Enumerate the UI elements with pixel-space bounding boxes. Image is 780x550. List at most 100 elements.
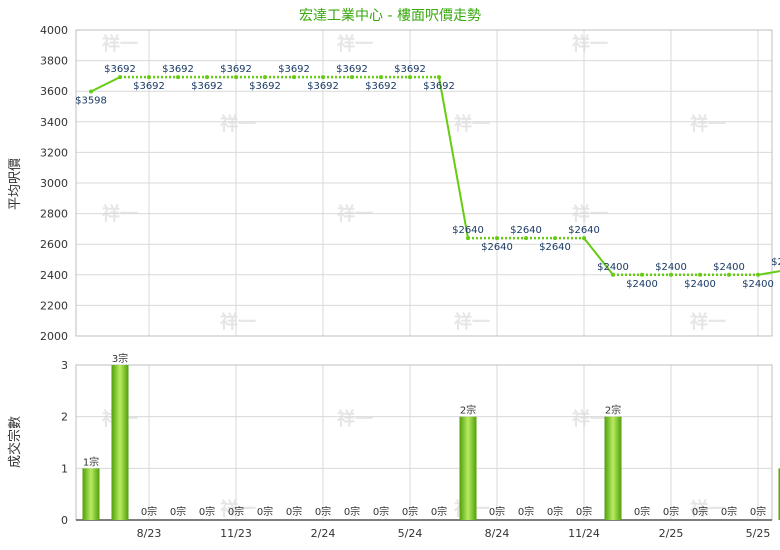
price-point [582,236,586,241]
bar-value-label: 0宗 [576,505,592,518]
price-value-label: $3692 [133,81,165,92]
price-point [350,75,354,80]
watermark-text: 祥一 [337,33,373,55]
price-point [176,75,180,80]
x-tick-label: 2/25 [659,527,684,540]
bar-value-label: 1宗 [83,455,99,468]
price-value-label: $3692 [191,81,223,92]
price-point [611,272,615,277]
price-value-label: $2400 [597,262,629,273]
bar-value-label: 0宗 [344,505,360,518]
bar-value-label: 0宗 [228,505,244,518]
price-tick-label: 3200 [40,146,68,159]
watermark-text: 祥一 [454,113,490,135]
price-point [756,272,760,277]
price-value-label: $2640 [452,225,484,236]
bar-value-label: 0宗 [286,505,302,518]
price-point [524,236,528,241]
price-point [147,75,151,80]
price-value-label: $2400 [655,262,687,273]
bar-value-label: 2宗 [460,404,476,417]
bar-value-label: 0宗 [489,505,505,518]
price-point [640,272,644,277]
count-bar [604,416,622,520]
bar-value-label: 1宗 [779,455,780,468]
bar-value-label: 0宗 [663,505,679,518]
watermark-text: 祥一 [220,311,256,333]
x-tick-label: 11/24 [568,527,600,540]
price-value-label: $3692 [423,81,455,92]
axes: 2000 2200 2400 2600 2800 3000 3200 3400 3600 3800… [40,24,773,540]
price-point [408,75,412,80]
bar-value-label: 0宗 [750,505,766,518]
price-value-label: $3692 [365,81,397,92]
price-point [553,236,557,241]
watermark-text: 祥一 [337,408,373,430]
price-point [263,75,267,80]
bar-value-label: 0宗 [721,505,737,518]
bar-value-label: 0宗 [402,505,418,518]
price-tick-label: 3000 [40,177,68,190]
price-value-label: $3692 [394,64,426,75]
bar-value-label: 0宗 [315,505,331,518]
bar-value-label: 3宗 [112,352,128,365]
price-tick-label: 4000 [40,24,68,37]
price-point [321,75,325,80]
price-value-label: $3692 [278,64,310,75]
price-value-label: $3692 [249,81,281,92]
count-axis-label: 成交宗數 [7,416,23,468]
bar-value-label: 0宗 [257,505,273,518]
count-tick-label: 2 [61,411,68,424]
watermark-text: 祥一 [454,311,490,333]
bar-value-label: 0宗 [141,505,157,518]
watermark-text: 祥一 [572,33,608,55]
count-tick-label: 0 [61,514,68,527]
bar-value-label: 0宗 [170,505,186,518]
price-value-label: $3692 [162,64,194,75]
price-point [292,75,296,80]
price-point [495,236,499,241]
watermark-text: 祥一 [220,498,256,520]
price-line-segment [438,76,469,239]
price-point [205,75,209,80]
price-value-label: $3692 [307,81,339,92]
bar-value-label: 0宗 [373,505,389,518]
count-tick-label: 1 [61,462,68,475]
price-tick-label: 2800 [40,208,68,221]
price-point [234,75,238,80]
count-bar [82,468,100,520]
price-value-label: $2640 [568,225,600,236]
bar-value-label: 0宗 [634,505,650,518]
data-labels: 1宗 3宗 0宗 0宗 0宗 0宗 0宗 0宗 0宗 0宗 0宗 0宗 0宗 2宗 0宗 0宗 0宗 0宗 2宗 0宗… [75,64,780,518]
price-line-segment [757,270,780,276]
price-tick-label: 2000 [40,330,68,343]
watermark-text: 祥一 [690,311,726,333]
bar-value-label: 2宗 [605,404,621,417]
price-value-label: $2640 [539,242,571,253]
price-value-label: $2400 [742,279,774,290]
price-point [727,272,731,277]
x-tick-label: 8/23 [137,527,162,540]
price-plot-frame [75,29,773,337]
price-tick-label: 3600 [40,85,68,98]
bar-value-label: 0宗 [692,505,708,518]
price-line-segment [90,76,121,93]
price-point [669,272,673,277]
price-value-label: $3692 [220,64,252,75]
price-point [466,236,470,241]
x-tick-label: 5/24 [398,527,423,540]
price-value-label: $3692 [104,64,136,75]
price-tick-label: 2600 [40,238,68,251]
count-bar [111,365,129,520]
watermark-text: 祥一 [690,498,726,520]
price-point [89,89,93,94]
count-bar [459,416,477,520]
x-tick-label: 5/25 [746,527,771,540]
watermark-text: 祥一 [220,113,256,135]
line-series [89,75,780,277]
x-tick-label: 11/23 [220,527,252,540]
chart-title: 宏達工業中心 - 樓面呎價走勢 [299,7,481,24]
price-value-label: $3692 [336,64,368,75]
price-point [698,272,702,277]
bar-value-label: 0宗 [518,505,534,518]
